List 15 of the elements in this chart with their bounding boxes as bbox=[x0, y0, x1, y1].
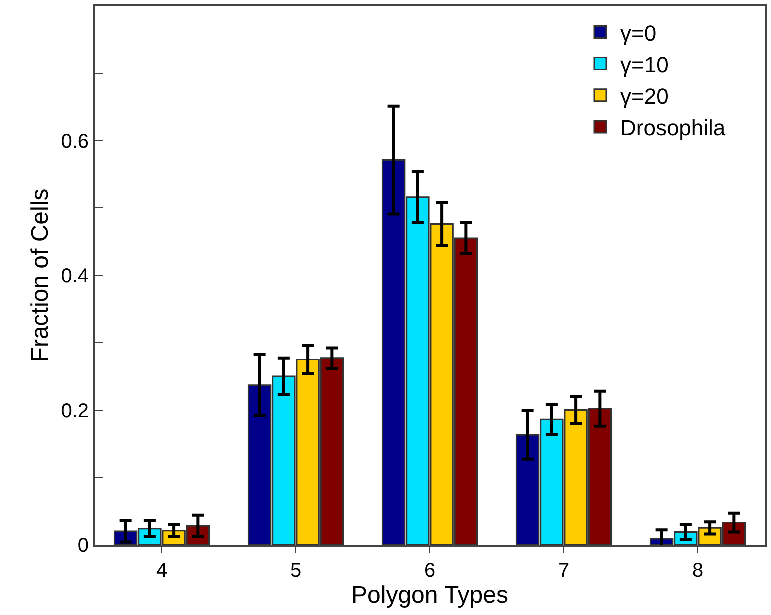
x-tick-label: 4 bbox=[156, 560, 168, 582]
legend-label: Drosophila bbox=[620, 116, 726, 141]
y-tick-label: 0.2 bbox=[61, 400, 89, 422]
x-tick-label: 7 bbox=[558, 560, 570, 582]
y-axis-title: Fraction of Cells bbox=[26, 188, 54, 362]
legend-label: γ=0 bbox=[620, 20, 657, 46]
y-tick-label: 0 bbox=[78, 535, 89, 557]
legend-label: γ=20 bbox=[620, 84, 669, 109]
x-axis-title: Polygon Types bbox=[352, 582, 508, 609]
x-tick-label: 8 bbox=[692, 560, 704, 582]
y-tick-label: 0.6 bbox=[61, 130, 89, 153]
x-tick-label: 5 bbox=[290, 560, 302, 582]
x-tick-label: 6 bbox=[424, 560, 436, 582]
y-tick-label: 0.4 bbox=[61, 266, 89, 288]
legend-label: γ=10 bbox=[620, 52, 669, 78]
